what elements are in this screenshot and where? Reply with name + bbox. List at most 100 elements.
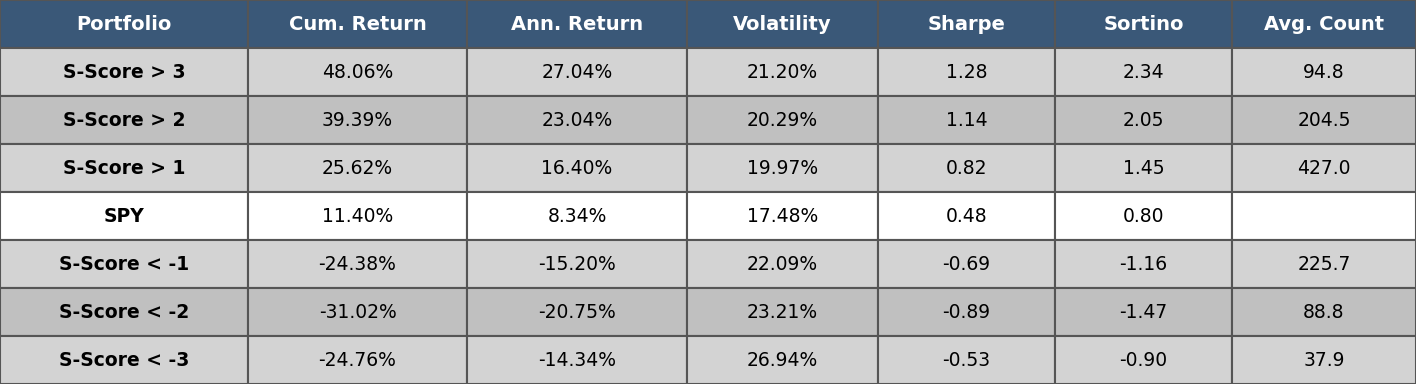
FancyBboxPatch shape [0, 288, 248, 336]
FancyBboxPatch shape [1232, 0, 1416, 48]
Text: 427.0: 427.0 [1297, 159, 1351, 177]
FancyBboxPatch shape [1232, 144, 1416, 192]
FancyBboxPatch shape [248, 144, 467, 192]
FancyBboxPatch shape [687, 288, 878, 336]
Text: 23.04%: 23.04% [541, 111, 613, 129]
FancyBboxPatch shape [248, 0, 467, 48]
FancyBboxPatch shape [687, 48, 878, 96]
Text: 21.20%: 21.20% [746, 63, 818, 81]
Text: -0.69: -0.69 [943, 255, 990, 273]
FancyBboxPatch shape [248, 336, 467, 384]
FancyBboxPatch shape [248, 240, 467, 288]
Text: S-Score > 2: S-Score > 2 [62, 111, 185, 129]
FancyBboxPatch shape [248, 48, 467, 96]
Text: 88.8: 88.8 [1303, 303, 1345, 321]
FancyBboxPatch shape [248, 288, 467, 336]
FancyBboxPatch shape [878, 192, 1055, 240]
FancyBboxPatch shape [878, 0, 1055, 48]
FancyBboxPatch shape [687, 192, 878, 240]
Text: 225.7: 225.7 [1297, 255, 1351, 273]
Text: 23.21%: 23.21% [746, 303, 818, 321]
FancyBboxPatch shape [0, 0, 248, 48]
Text: -20.75%: -20.75% [538, 303, 616, 321]
FancyBboxPatch shape [467, 288, 687, 336]
FancyBboxPatch shape [467, 96, 687, 144]
Text: S-Score < -3: S-Score < -3 [58, 351, 190, 369]
Text: 0.80: 0.80 [1123, 207, 1164, 225]
FancyBboxPatch shape [1055, 288, 1232, 336]
Text: 11.40%: 11.40% [321, 207, 394, 225]
FancyBboxPatch shape [1055, 48, 1232, 96]
Text: Sortino: Sortino [1103, 15, 1184, 33]
Text: 0.48: 0.48 [946, 207, 987, 225]
FancyBboxPatch shape [1055, 96, 1232, 144]
Text: -24.76%: -24.76% [319, 351, 396, 369]
Text: 1.28: 1.28 [946, 63, 987, 81]
FancyBboxPatch shape [1232, 192, 1416, 240]
Text: -1.47: -1.47 [1119, 303, 1168, 321]
Text: -0.90: -0.90 [1120, 351, 1167, 369]
Text: Sharpe: Sharpe [927, 15, 1005, 33]
FancyBboxPatch shape [878, 336, 1055, 384]
Text: SPY: SPY [103, 207, 144, 225]
Text: Avg. Count: Avg. Count [1264, 15, 1383, 33]
FancyBboxPatch shape [0, 240, 248, 288]
Text: 8.34%: 8.34% [548, 207, 606, 225]
FancyBboxPatch shape [878, 240, 1055, 288]
Text: 1.14: 1.14 [946, 111, 987, 129]
FancyBboxPatch shape [1232, 336, 1416, 384]
Text: 19.97%: 19.97% [746, 159, 818, 177]
FancyBboxPatch shape [878, 48, 1055, 96]
FancyBboxPatch shape [687, 240, 878, 288]
Text: -14.34%: -14.34% [538, 351, 616, 369]
FancyBboxPatch shape [467, 48, 687, 96]
FancyBboxPatch shape [467, 192, 687, 240]
Text: 25.62%: 25.62% [321, 159, 394, 177]
FancyBboxPatch shape [878, 144, 1055, 192]
Text: Portfolio: Portfolio [76, 15, 171, 33]
FancyBboxPatch shape [1055, 144, 1232, 192]
Text: 37.9: 37.9 [1303, 351, 1345, 369]
Text: -0.53: -0.53 [943, 351, 990, 369]
Text: S-Score < -2: S-Score < -2 [59, 303, 188, 321]
FancyBboxPatch shape [878, 96, 1055, 144]
Text: Volatility: Volatility [733, 15, 831, 33]
FancyBboxPatch shape [1232, 96, 1416, 144]
Text: S-Score < -1: S-Score < -1 [59, 255, 188, 273]
Text: 22.09%: 22.09% [746, 255, 818, 273]
FancyBboxPatch shape [0, 48, 248, 96]
Text: 48.06%: 48.06% [321, 63, 394, 81]
FancyBboxPatch shape [0, 144, 248, 192]
Text: 2.05: 2.05 [1123, 111, 1164, 129]
FancyBboxPatch shape [1055, 336, 1232, 384]
FancyBboxPatch shape [467, 240, 687, 288]
Text: 27.04%: 27.04% [541, 63, 613, 81]
Text: 17.48%: 17.48% [746, 207, 818, 225]
FancyBboxPatch shape [687, 144, 878, 192]
FancyBboxPatch shape [0, 96, 248, 144]
Text: 0.82: 0.82 [946, 159, 987, 177]
FancyBboxPatch shape [1232, 240, 1416, 288]
Text: 204.5: 204.5 [1297, 111, 1351, 129]
FancyBboxPatch shape [1055, 0, 1232, 48]
Text: -31.02%: -31.02% [319, 303, 396, 321]
Text: -24.38%: -24.38% [319, 255, 396, 273]
Text: 26.94%: 26.94% [746, 351, 818, 369]
Text: Ann. Return: Ann. Return [511, 15, 643, 33]
FancyBboxPatch shape [0, 336, 248, 384]
Text: 94.8: 94.8 [1303, 63, 1345, 81]
FancyBboxPatch shape [467, 144, 687, 192]
FancyBboxPatch shape [687, 336, 878, 384]
FancyBboxPatch shape [687, 96, 878, 144]
FancyBboxPatch shape [1232, 48, 1416, 96]
FancyBboxPatch shape [1232, 288, 1416, 336]
Text: 1.45: 1.45 [1123, 159, 1164, 177]
FancyBboxPatch shape [467, 0, 687, 48]
FancyBboxPatch shape [0, 192, 248, 240]
Text: -0.89: -0.89 [943, 303, 990, 321]
Text: S-Score > 1: S-Score > 1 [62, 159, 185, 177]
FancyBboxPatch shape [467, 336, 687, 384]
FancyBboxPatch shape [248, 96, 467, 144]
Text: 39.39%: 39.39% [321, 111, 394, 129]
Text: -15.20%: -15.20% [538, 255, 616, 273]
